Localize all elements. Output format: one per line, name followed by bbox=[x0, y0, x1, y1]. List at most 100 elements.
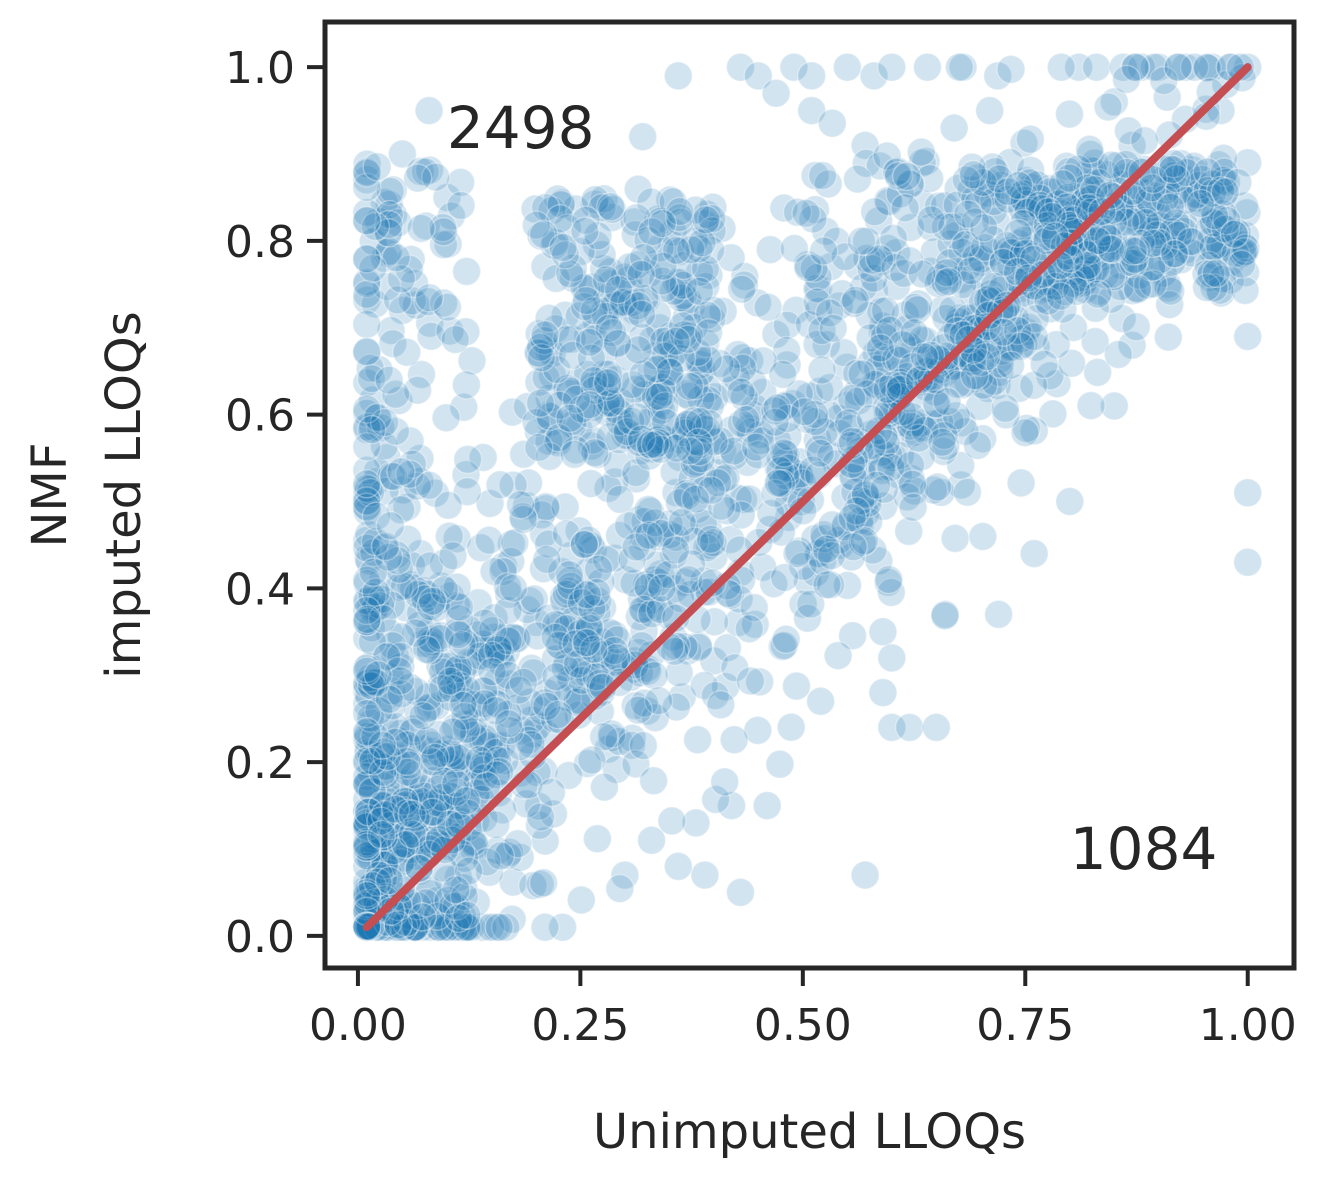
scatter-point bbox=[947, 369, 978, 400]
scatter-point bbox=[550, 653, 581, 683]
scatter-point bbox=[643, 567, 674, 597]
scatter-point bbox=[369, 187, 400, 218]
scatter-point bbox=[960, 207, 991, 237]
scatter-point bbox=[1078, 156, 1109, 186]
scatter-point bbox=[373, 542, 404, 572]
scatter-point bbox=[928, 436, 959, 467]
scatter-point bbox=[684, 437, 715, 467]
y-tick-label: 0.2 bbox=[225, 738, 295, 789]
scatter-point bbox=[1121, 235, 1152, 266]
scatter-point bbox=[406, 788, 437, 819]
scatter-point bbox=[691, 271, 721, 302]
scatter-point bbox=[352, 811, 382, 842]
scatter-point bbox=[352, 810, 382, 840]
scatter-point bbox=[451, 912, 482, 942]
scatter-point bbox=[352, 244, 382, 275]
scatter-point bbox=[1120, 52, 1150, 82]
scatter-point bbox=[642, 425, 673, 455]
scatter-point bbox=[623, 290, 653, 321]
scatter-point bbox=[469, 689, 500, 719]
scatter-point bbox=[417, 730, 447, 761]
scatter-point bbox=[386, 264, 417, 294]
scatter-point bbox=[451, 256, 482, 287]
scatter-point bbox=[1046, 198, 1077, 229]
scatter-point bbox=[540, 622, 570, 652]
scatter-point bbox=[407, 575, 438, 606]
scatter-point bbox=[636, 599, 667, 629]
scatter-point bbox=[448, 690, 478, 721]
scatter-point bbox=[352, 412, 382, 442]
scatter-point bbox=[956, 255, 986, 286]
scatter-point bbox=[383, 912, 413, 942]
scatter-point bbox=[457, 912, 487, 942]
scatter-point bbox=[1201, 241, 1231, 271]
scatter-point bbox=[1137, 217, 1168, 247]
scatter-point bbox=[956, 346, 987, 376]
scatter-point bbox=[370, 760, 401, 790]
scatter-point bbox=[1108, 225, 1138, 255]
scatter-point bbox=[645, 206, 676, 236]
scatter-point bbox=[1058, 256, 1088, 287]
scatter-point bbox=[379, 768, 410, 799]
scatter-point bbox=[996, 54, 1026, 85]
scatter-point bbox=[386, 718, 416, 749]
scatter-point bbox=[788, 551, 818, 582]
scatter-point bbox=[428, 229, 459, 260]
scatter-point bbox=[385, 848, 416, 878]
scatter-point bbox=[437, 742, 468, 773]
scatter-point bbox=[423, 912, 454, 942]
scatter-point bbox=[355, 477, 386, 508]
scatter-point bbox=[1045, 281, 1076, 312]
scatter-point bbox=[876, 577, 907, 608]
scatter-point bbox=[1132, 178, 1162, 209]
scatter-point bbox=[846, 455, 877, 486]
scatter-point bbox=[805, 438, 836, 469]
scatter-point bbox=[890, 300, 920, 330]
scatter-point bbox=[665, 236, 695, 267]
scatter-point bbox=[443, 619, 474, 650]
scatter-point bbox=[551, 579, 582, 609]
scatter-point bbox=[1045, 201, 1075, 231]
scatter-point bbox=[352, 595, 382, 626]
scatter-point bbox=[414, 155, 445, 185]
scatter-point bbox=[398, 810, 429, 841]
scatter-point bbox=[507, 716, 537, 746]
scatter-point bbox=[468, 629, 498, 659]
scatter-point bbox=[632, 696, 663, 726]
scatter-point bbox=[1208, 165, 1238, 196]
scatter-point bbox=[682, 337, 713, 368]
scatter-point bbox=[1011, 317, 1042, 347]
scatter-point bbox=[405, 538, 436, 569]
scatter-point bbox=[597, 290, 628, 320]
scatter-point bbox=[619, 207, 649, 237]
scatter-point bbox=[1161, 163, 1192, 194]
scatter-point bbox=[961, 324, 992, 354]
scatter-point bbox=[931, 258, 962, 288]
scatter-point bbox=[899, 317, 929, 348]
scatter-point bbox=[1080, 326, 1110, 357]
scatter-point bbox=[443, 903, 474, 933]
scatter-point bbox=[624, 602, 655, 632]
scatter-point bbox=[352, 676, 382, 706]
scatter-point bbox=[845, 511, 875, 542]
scatter-point bbox=[428, 548, 459, 578]
scatter-point bbox=[528, 518, 559, 549]
scatter-point bbox=[1054, 156, 1084, 187]
scatter-point bbox=[440, 712, 471, 742]
scatter-point bbox=[1031, 241, 1062, 272]
scatter-point bbox=[1028, 274, 1058, 305]
scatter-point bbox=[353, 651, 384, 682]
scatter-point bbox=[353, 519, 384, 550]
scatter-point bbox=[559, 439, 589, 470]
scatter-point bbox=[918, 475, 949, 505]
scatter-point bbox=[708, 296, 738, 327]
scatter-point bbox=[582, 439, 613, 470]
scatter-point bbox=[1205, 175, 1236, 206]
scatter-point bbox=[352, 769, 382, 800]
scatter-point bbox=[387, 750, 417, 781]
scatter-point bbox=[401, 783, 431, 813]
scatter-point bbox=[397, 819, 428, 850]
scatter-point bbox=[1005, 331, 1036, 362]
scatter-point bbox=[526, 221, 556, 251]
scatter-point bbox=[458, 689, 489, 720]
